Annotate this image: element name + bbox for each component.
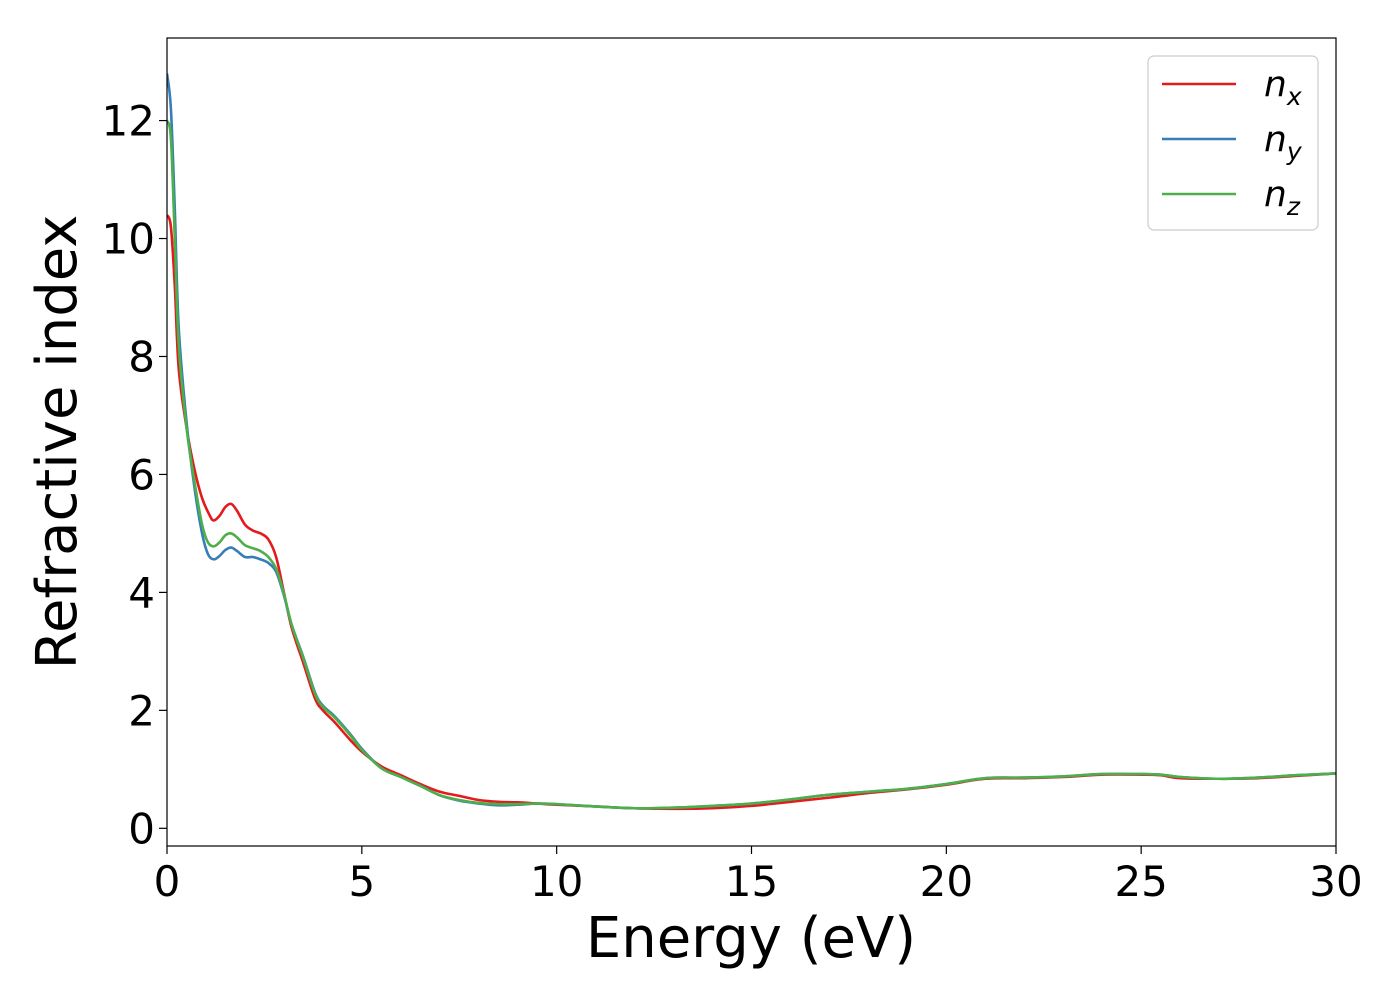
x-tick-label: 5	[348, 857, 375, 906]
y-axis-ticks: 0 2 4 6 8 10 12	[102, 97, 167, 853]
x-tick-label: 0	[154, 857, 181, 906]
x-tick-label: 20	[920, 857, 973, 906]
y-tick-label: 10	[102, 215, 155, 264]
y-tick-label: 8	[128, 332, 155, 381]
x-tick-label: 15	[725, 857, 778, 906]
y-tick-label: 2	[128, 686, 155, 735]
y-tick-label: 4	[128, 568, 155, 617]
x-axis-title: Energy (eV)	[586, 906, 916, 971]
y-tick-label: 0	[128, 804, 155, 853]
y-axis-title: Refractive index	[25, 215, 90, 670]
legend-box	[1147, 55, 1319, 231]
y-tick-label: 12	[102, 97, 155, 146]
x-axis-ticks: 0 5 10 15 20 25 30	[154, 846, 1363, 906]
plot-lines	[167, 73, 1336, 811]
y-tick-label: 6	[128, 450, 155, 499]
x-tick-label: 10	[530, 857, 583, 906]
x-tick-label: 25	[1114, 857, 1167, 906]
series-line-nz	[167, 120, 1336, 810]
x-tick-label: 30	[1309, 857, 1362, 906]
